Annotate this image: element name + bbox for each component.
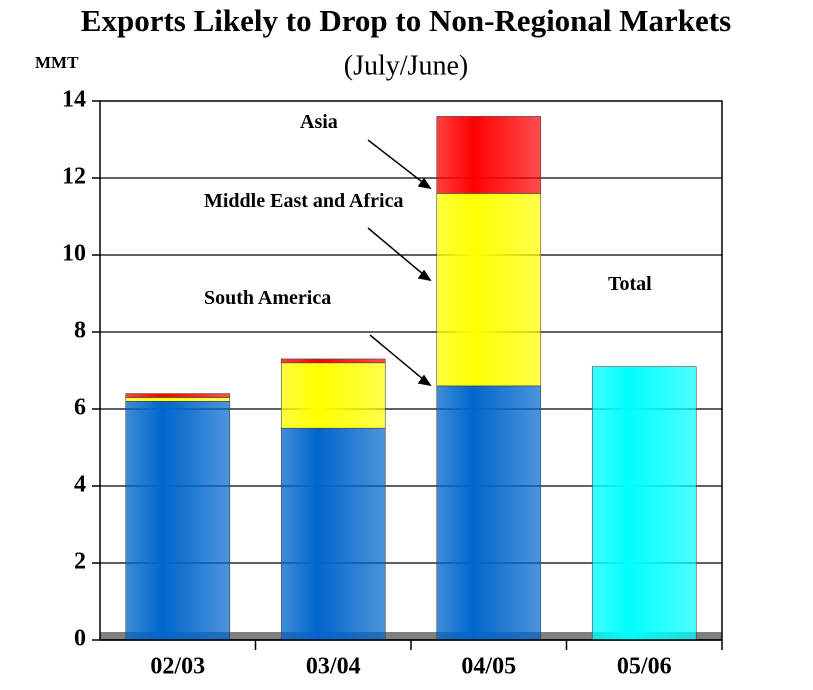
y-tick-label: 0: [74, 626, 86, 652]
x-tick-label: 02/03: [150, 654, 205, 680]
x-tick-label: 03/04: [306, 654, 361, 680]
bar-segment: [125, 397, 231, 402]
bar-segment: [436, 193, 542, 387]
chart-title: Exports Likely to Drop to Non-Regional M…: [81, 3, 731, 38]
bar-segment: [125, 393, 231, 398]
y-axis-label: MMT: [35, 53, 79, 72]
series-label: Total: [608, 273, 652, 295]
bar-segment: [280, 427, 386, 641]
y-tick-label: 6: [74, 395, 86, 421]
bar-segment: [280, 358, 386, 364]
y-tick-label: 14: [62, 87, 86, 113]
y-tick-label: 8: [74, 318, 86, 344]
series-label: South America: [204, 287, 332, 309]
bar-segment: [280, 362, 386, 429]
y-tick-label: 2: [74, 549, 86, 575]
bar-segment: [436, 385, 542, 641]
annotation-arrows: [367, 139, 432, 387]
x-tick-label: 05/06: [617, 654, 672, 680]
bar-segment: [436, 116, 542, 194]
y-tick-label: 4: [74, 472, 86, 498]
floor: [100, 632, 722, 640]
bar-segment: [591, 366, 697, 641]
y-tick-label: 10: [62, 241, 86, 267]
series-label: Asia: [300, 111, 338, 133]
series-label: Middle East and Africa: [204, 190, 404, 212]
bar-segment: [125, 400, 231, 641]
chart-subtitle: (July/June): [344, 50, 468, 81]
y-tick-label: 12: [62, 164, 86, 190]
x-tick-label: 04/05: [461, 654, 516, 680]
